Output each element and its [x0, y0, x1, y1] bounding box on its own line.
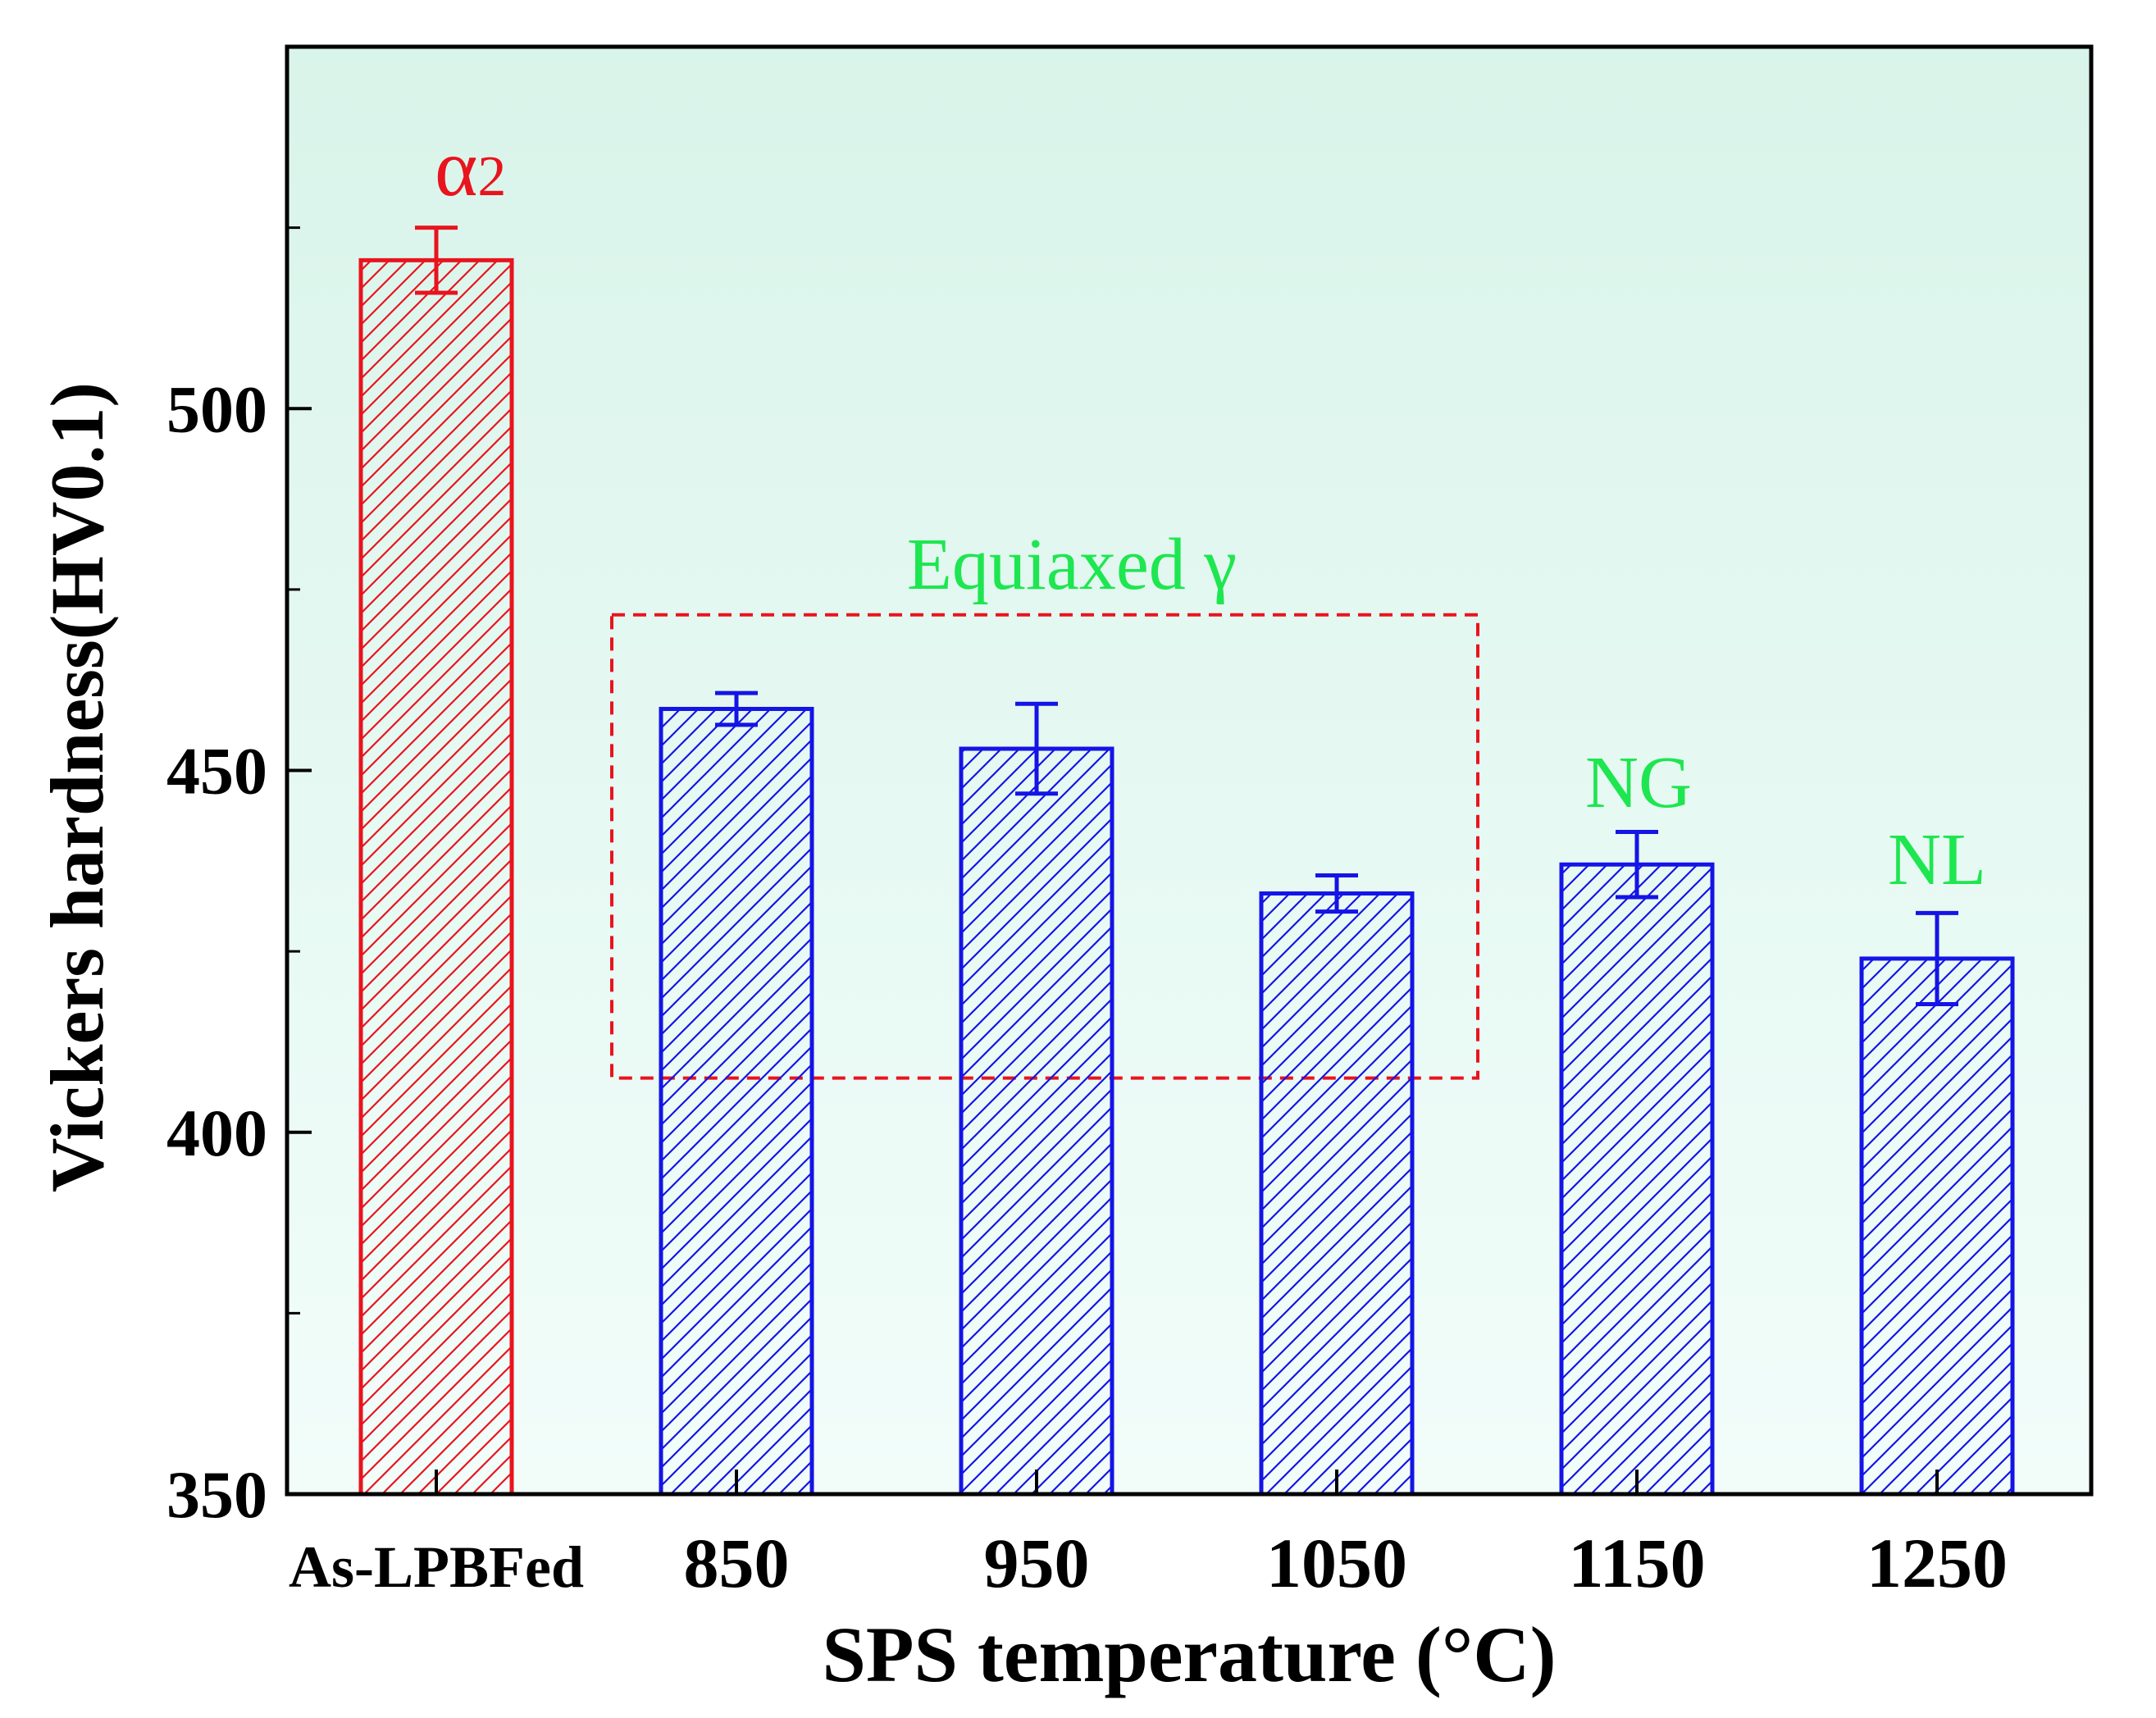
x-tick-group: As-LPBFed 850 950 1050 1150 1250 — [289, 1470, 2008, 1602]
bar-1150 — [1559, 862, 1715, 1497]
x-tick-label-850: 850 — [684, 1524, 790, 1602]
plot-frame — [285, 44, 2094, 1497]
y-tick-label-400: 400 — [166, 1096, 267, 1170]
equiaxed-gamma-annotation: Equiaxed γ — [907, 524, 1237, 605]
highlight-layer — [610, 613, 1479, 1080]
bar-1050 — [1259, 891, 1415, 1497]
alpha2-letter: α — [435, 122, 477, 213]
bar-950 — [959, 746, 1114, 1497]
x-axis-title: SPS temperature (°C) — [822, 1611, 1556, 1698]
y-axis-title: Vickers hardness(HV0.1) — [35, 382, 119, 1192]
x-tick-label-950: 950 — [984, 1524, 1090, 1602]
x-tick-label-1250: 1250 — [1867, 1524, 2008, 1602]
plot-background — [287, 47, 2091, 1494]
y-tick-label-500: 500 — [166, 371, 267, 446]
bar-1250 — [1859, 956, 2015, 1497]
x-tick-label-1150: 1150 — [1568, 1524, 1705, 1602]
alpha2-annotation: α2 — [435, 122, 506, 213]
alpha2-subscript: 2 — [477, 145, 506, 208]
y-tick-group: 350 400 450 500 — [166, 226, 312, 1532]
y-tick-label-350: 350 — [166, 1457, 267, 1532]
x-tick-label-1050: 1050 — [1266, 1524, 1407, 1602]
x-tick-label-as-lpbfed: As-LPBFed — [289, 1534, 584, 1600]
errorbar-group — [415, 226, 1958, 1007]
bar-group — [358, 257, 2015, 1497]
nl-annotation: NL — [1888, 819, 1986, 900]
bar-as-lpbfed — [358, 257, 514, 1497]
bar-850 — [659, 706, 814, 1497]
ng-annotation: NG — [1585, 742, 1692, 823]
y-tick-label-450: 450 — [166, 734, 267, 809]
equiaxed-highlight-box — [610, 613, 1479, 1080]
